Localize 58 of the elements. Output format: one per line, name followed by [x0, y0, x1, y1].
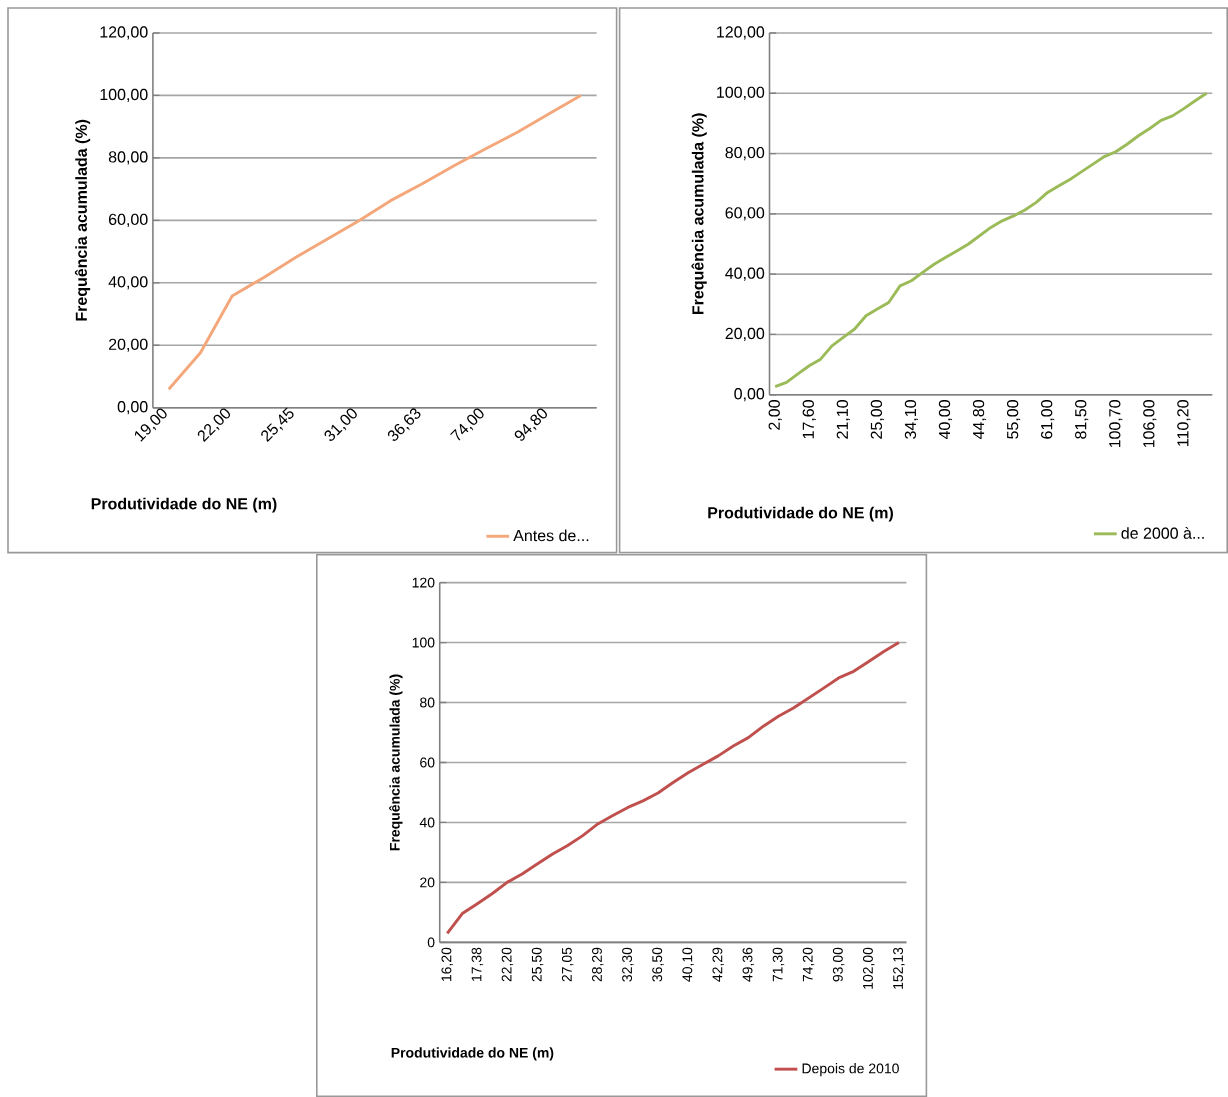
x-tick-label: 100,70	[1109, 400, 1123, 448]
x-tick-label: 25,50	[531, 947, 544, 982]
x-tick-label: 61,00	[1041, 400, 1055, 439]
y-tick-label: 20,00	[725, 327, 765, 342]
y-tick-label: 60	[420, 757, 435, 768]
y-tick-label: 120,00	[100, 26, 148, 40]
y-tick-label: 80	[420, 697, 435, 708]
y-tick-label: 40,00	[108, 276, 148, 290]
legend-label: Depois de 2010	[802, 1063, 899, 1077]
y-tick-label: 20	[420, 877, 435, 888]
y-axis-title: Frequência acumulada (%)	[389, 674, 403, 851]
x-tick-label: 32,30	[622, 947, 634, 982]
y-tick-label: 20,00	[108, 338, 148, 352]
x-tick-label: 44,80	[972, 400, 987, 440]
y-tick-label: 0	[427, 937, 435, 948]
legend-label: Antes de...	[513, 529, 589, 542]
y-tick-label: 100,00	[717, 86, 765, 100]
x-tick-label: 28,29	[592, 947, 604, 982]
y-tick-label: 40	[419, 817, 435, 828]
x-axis-title: Produtividade do NE (m)	[91, 497, 277, 513]
x-tick-label: 110,20	[1177, 400, 1191, 446]
y-axis-title: Frequência acumulada (%)	[74, 119, 91, 321]
y-tick-label: 100,00	[100, 88, 148, 102]
y-tick-label: 60,00	[725, 207, 765, 221]
x-tick-label: 102,00	[863, 947, 875, 989]
x-tick-label: 22,20	[501, 947, 514, 982]
x-tick-label: 34,10	[904, 400, 918, 439]
y-tick-label: 60,00	[109, 213, 148, 227]
x-tick-label: 49,36	[742, 947, 755, 982]
x-tick-label: 71,30	[772, 947, 785, 982]
x-tick-label: 17,38	[471, 947, 484, 981]
x-tick-label: 25,00	[870, 400, 884, 439]
x-tick-label: 16,20	[441, 947, 454, 981]
x-tick-label: 27,05	[561, 947, 574, 982]
legend-label: de 2000 à...	[1121, 526, 1204, 539]
y-tick-label: 100	[412, 637, 435, 648]
x-tick-label: 106,00	[1143, 400, 1157, 448]
x-axis-title: Produtividade do NE (m)	[391, 1047, 554, 1061]
y-axis-title: Frequência acumulada (%)	[691, 113, 707, 315]
x-tick-label: 55,00	[1006, 400, 1021, 439]
x-tick-label: 40,00	[938, 400, 953, 440]
y-tick-label: 40,00	[725, 267, 765, 281]
x-tick-label: 93,00	[832, 947, 845, 982]
y-tick-label: 120	[412, 577, 435, 588]
y-tick-label: 80,00	[108, 151, 148, 165]
x-axis-title: Produtividade do NE (m)	[708, 506, 893, 522]
y-tick-label: 120,00	[717, 26, 765, 40]
y-tick-label: 0,00	[734, 388, 765, 402]
x-tick-label: 36,50	[652, 947, 664, 982]
x-tick-label: 74,20	[802, 947, 815, 982]
x-tick-label: 152,13	[893, 947, 905, 989]
x-tick-label: 42,29	[712, 947, 725, 982]
x-tick-label: 40,10	[682, 947, 694, 982]
x-tick-label: 81,50	[1075, 400, 1089, 439]
x-tick-label: 2,00	[768, 400, 782, 430]
y-tick-label: 80,00	[725, 146, 765, 161]
x-tick-label: 21,10	[836, 400, 850, 439]
x-tick-label: 17,60	[802, 400, 816, 439]
